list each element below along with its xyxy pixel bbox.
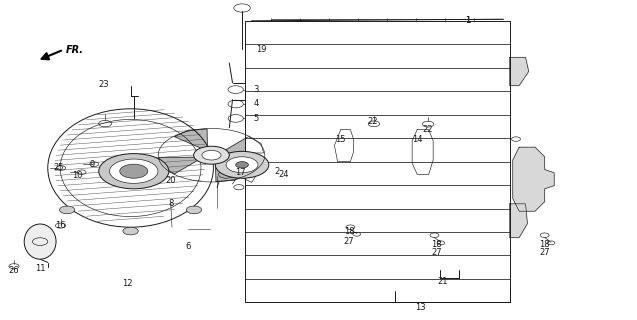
Text: 9: 9	[90, 160, 95, 169]
Polygon shape	[334, 130, 354, 162]
Text: 20: 20	[166, 176, 176, 185]
Circle shape	[226, 157, 258, 173]
Polygon shape	[412, 130, 433, 174]
Text: 21: 21	[438, 277, 448, 286]
Text: 8: 8	[168, 199, 173, 208]
Text: 18: 18	[344, 228, 354, 236]
Text: 18: 18	[431, 240, 441, 249]
Text: 25: 25	[54, 164, 64, 172]
Text: 15: 15	[336, 135, 346, 144]
Text: 27: 27	[343, 237, 354, 246]
Text: 26: 26	[9, 266, 19, 275]
Text: 12: 12	[122, 279, 132, 288]
Text: 3: 3	[254, 85, 259, 94]
Bar	[245, 21, 510, 302]
Polygon shape	[220, 137, 264, 153]
Text: 4: 4	[254, 100, 259, 108]
Circle shape	[236, 162, 248, 168]
Text: 18: 18	[540, 240, 550, 249]
Circle shape	[99, 154, 169, 189]
Text: 17: 17	[236, 168, 246, 177]
Text: 7: 7	[214, 181, 219, 190]
Text: 27: 27	[431, 248, 441, 257]
Text: 1: 1	[466, 16, 471, 25]
Text: 14: 14	[412, 135, 422, 144]
Polygon shape	[159, 157, 203, 174]
Polygon shape	[175, 129, 208, 151]
Circle shape	[202, 150, 221, 160]
Polygon shape	[513, 147, 554, 211]
Circle shape	[110, 159, 158, 183]
Text: 19: 19	[256, 45, 266, 54]
Polygon shape	[239, 163, 258, 182]
Text: 24: 24	[278, 170, 289, 179]
Circle shape	[59, 206, 75, 214]
Text: 16: 16	[55, 221, 66, 230]
Circle shape	[194, 146, 229, 164]
Text: 22: 22	[368, 117, 378, 126]
Ellipse shape	[24, 224, 56, 259]
Polygon shape	[510, 204, 527, 238]
Text: FR.: FR.	[66, 45, 83, 55]
Text: 22: 22	[423, 125, 433, 134]
Circle shape	[187, 206, 202, 214]
Text: 6: 6	[185, 242, 190, 251]
Text: 2: 2	[275, 167, 280, 176]
Circle shape	[123, 227, 138, 235]
Text: 11: 11	[35, 264, 45, 273]
Text: 5: 5	[254, 114, 259, 123]
Text: 1: 1	[466, 16, 471, 25]
Circle shape	[120, 164, 148, 178]
Text: 23: 23	[99, 80, 109, 89]
Circle shape	[215, 151, 269, 178]
Text: 27: 27	[540, 248, 550, 257]
Polygon shape	[215, 159, 248, 181]
Text: 10: 10	[73, 172, 83, 180]
Polygon shape	[510, 57, 529, 85]
Text: 13: 13	[415, 303, 426, 312]
